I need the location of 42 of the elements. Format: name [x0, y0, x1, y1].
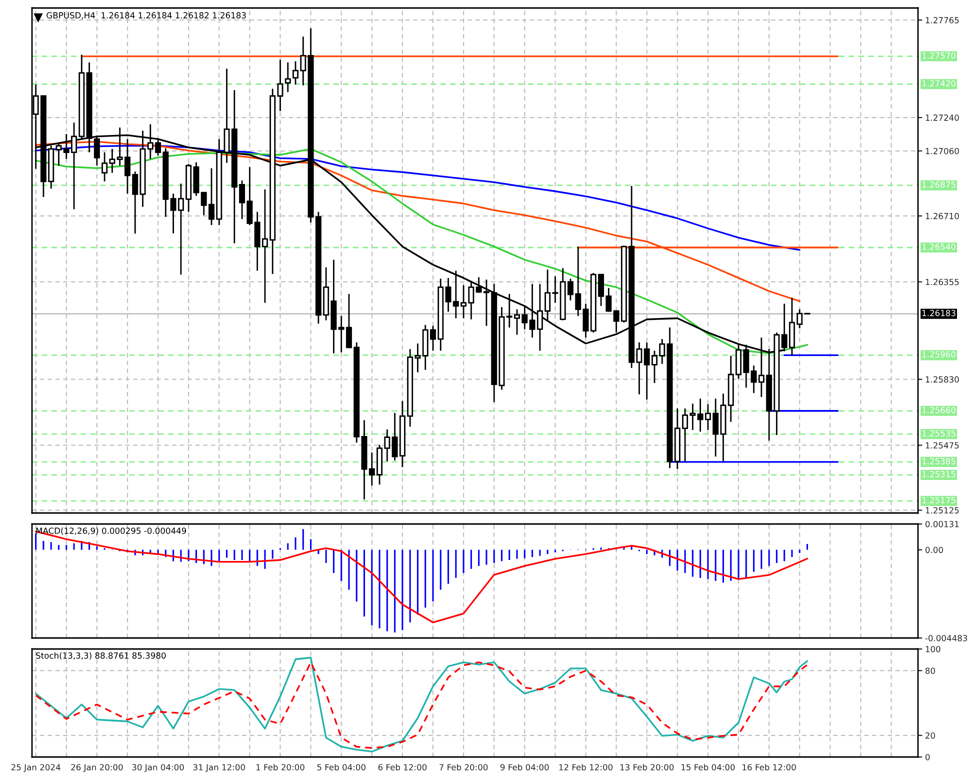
- y-tick-label: 80: [926, 668, 935, 674]
- y-tick-label: 0.00: [925, 546, 943, 554]
- chart-title: MACD(12,26,9) 0.000295 -0.000449: [36, 527, 186, 535]
- chart-title: Stoch(13,3,3) 88.8761 85.3980: [36, 652, 166, 660]
- chart-title: GBPUSD,H4 1.26184 1.26184 1.26182 1.26183: [46, 12, 246, 20]
- ref-line-label: 1.26875: [922, 181, 956, 188]
- x-tick-label: 7 Feb 20:00: [440, 764, 488, 770]
- y-tick-label: 1.25125: [926, 507, 959, 514]
- y-tick-label: 1.26710: [926, 212, 959, 220]
- ref-line-label: 1.26183: [922, 310, 956, 316]
- y-tick-label: 0: [925, 754, 930, 760]
- x-tick-label: 30 Jan 04:00: [132, 764, 184, 772]
- y-tick-label: 1.25475: [926, 442, 959, 449]
- y-tick-label: 100: [926, 646, 940, 652]
- y-tick-label: 1.26355: [926, 278, 959, 286]
- y-tick-label: 0.00131: [925, 520, 959, 528]
- ref-line-label: 1.25960: [922, 351, 956, 358]
- y-tick-label: -0.004483: [925, 634, 968, 642]
- y-tick-label: 1.27765: [926, 17, 959, 24]
- ref-line-label: 1.25175: [922, 497, 956, 504]
- ref-line-label: 1.27570: [922, 52, 956, 59]
- ref-line-label: 1.25660: [922, 407, 956, 414]
- x-tick-label: 25 Jan 2024: [11, 764, 60, 772]
- ref-line-label: 1.26540: [922, 244, 956, 250]
- x-tick-label: 31 Jan 12:00: [193, 764, 245, 772]
- x-tick-label: 12 Feb 12:00: [559, 764, 613, 770]
- y-tick-label: 1.25830: [926, 376, 959, 383]
- ref-line-label: 1.27420: [922, 80, 956, 87]
- x-tick-label: 6 Feb 12:00: [378, 764, 427, 770]
- ref-line-label: 1.25535: [922, 430, 956, 437]
- x-tick-label: 13 Feb 20:00: [620, 764, 674, 770]
- ref-line-label: 1.25385: [922, 458, 956, 464]
- x-tick-label: 26 Jan 20:00: [71, 764, 123, 772]
- x-tick-label: 15 Feb 04:00: [682, 764, 735, 770]
- y-tick-label: 20: [926, 732, 935, 739]
- ref-line-label: 1.25315: [922, 471, 956, 478]
- x-tick-label: 9 Feb 04:00: [500, 764, 549, 770]
- y-tick-label: 1.27240: [926, 114, 959, 121]
- x-tick-label: 16 Feb 12:00: [742, 764, 796, 770]
- y-tick-label: 1.27060: [926, 148, 959, 154]
- x-tick-label: 5 Feb 04:00: [317, 764, 366, 770]
- x-tick-label: 1 Feb 20:00: [256, 764, 304, 770]
